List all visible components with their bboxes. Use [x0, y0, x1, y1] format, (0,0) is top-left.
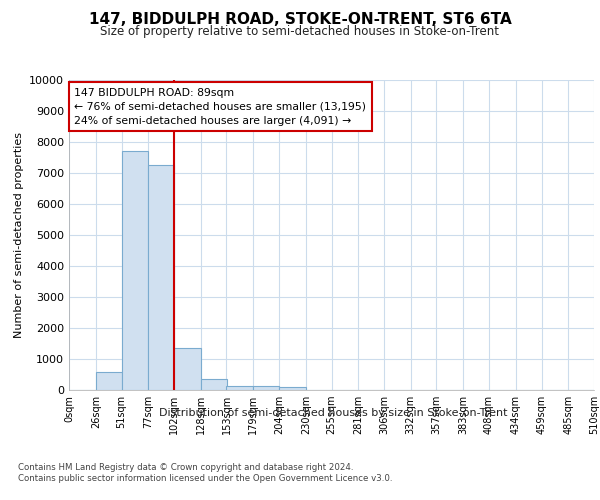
Text: Contains public sector information licensed under the Open Government Licence v3: Contains public sector information licen…	[18, 474, 392, 483]
Bar	[201, 380, 227, 390]
Bar	[121, 152, 148, 390]
Bar	[148, 165, 174, 390]
Bar	[174, 348, 201, 390]
Text: 147 BIDDULPH ROAD: 89sqm
← 76% of semi-detached houses are smaller (13,195)
24% : 147 BIDDULPH ROAD: 89sqm ← 76% of semi-d…	[74, 88, 366, 126]
Y-axis label: Number of semi-detached properties: Number of semi-detached properties	[14, 132, 23, 338]
Bar	[279, 387, 306, 390]
Bar	[227, 386, 253, 390]
Text: 147, BIDDULPH ROAD, STOKE-ON-TRENT, ST6 6TA: 147, BIDDULPH ROAD, STOKE-ON-TRENT, ST6 …	[89, 12, 511, 28]
Bar	[96, 372, 121, 390]
Text: Distribution of semi-detached houses by size in Stoke-on-Trent: Distribution of semi-detached houses by …	[159, 408, 507, 418]
Bar	[253, 386, 279, 390]
Text: Size of property relative to semi-detached houses in Stoke-on-Trent: Size of property relative to semi-detach…	[101, 25, 499, 38]
Text: Contains HM Land Registry data © Crown copyright and database right 2024.: Contains HM Land Registry data © Crown c…	[18, 462, 353, 471]
